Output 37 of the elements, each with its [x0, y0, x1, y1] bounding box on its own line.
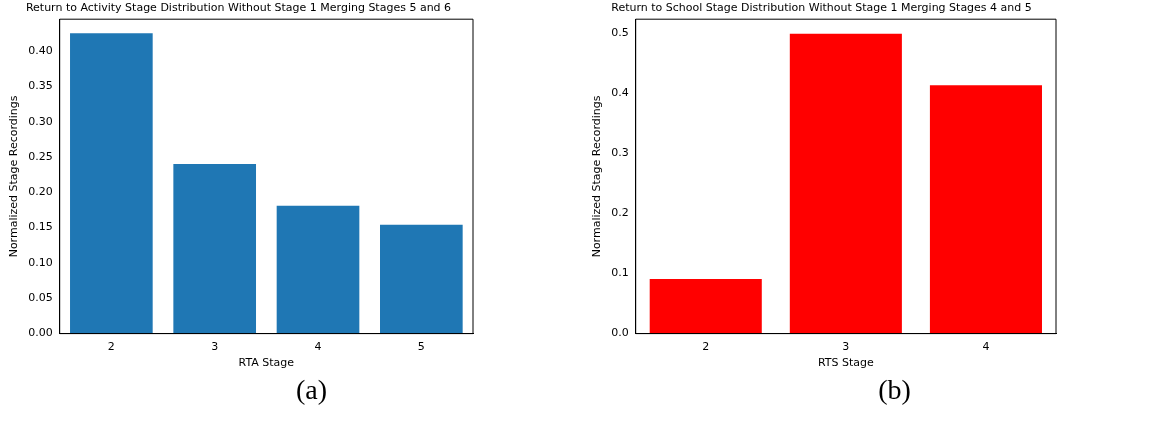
chart-title: Return to Activity Stage Distribution Without Stage 1 Merging Stages 5 and 6 [25, 1, 452, 15]
text: (a) [294, 374, 329, 406]
x-tick-label: 2 [107, 340, 115, 354]
chart-title: Return to School Stage Distribution Without Stage 1 Merging Stages 4 and 5 [611, 1, 1032, 15]
x-tick-label: 2 [702, 340, 710, 354]
x-tick-label: 4 [314, 340, 322, 354]
x-axis-title: RTA Stage [238, 356, 295, 370]
y-tick-label: 0.1 [611, 266, 629, 280]
y-tick-label: 0.3 [611, 146, 629, 160]
y-tick-label: 0.15 [28, 220, 53, 234]
bar [276, 205, 360, 334]
y-tick-label: 0.35 [28, 79, 53, 93]
y-tick-label: 0.30 [28, 114, 53, 128]
bar [789, 33, 902, 334]
x-tick-label: 3 [842, 340, 850, 354]
y-tick-label: 0.05 [28, 291, 53, 305]
y-tick-label: 0.00 [28, 326, 53, 340]
y-tick-label: 0.40 [28, 43, 53, 57]
x-axis-title: RTS Stage [817, 356, 874, 370]
bar [173, 164, 257, 334]
y-tick-label: 0.10 [28, 255, 53, 269]
bar [380, 224, 463, 334]
y-tick-label: 0.5 [611, 25, 629, 39]
bar [70, 33, 153, 334]
y-axis-title: Normalized Stage Recordings [7, 95, 21, 258]
x-tick-label: 5 [417, 340, 425, 354]
y-tick-label: 0.2 [611, 206, 629, 220]
y-tick-label: 0.0 [611, 326, 629, 340]
y-axis-title: Normalized Stage Recordings [590, 95, 604, 258]
y-tick-label: 0.20 [28, 185, 53, 199]
y-tick-label: 0.25 [28, 149, 53, 163]
x-tick-label: 3 [211, 340, 219, 354]
y-tick-label: 0.4 [611, 86, 629, 99]
x-tick-label: 4 [982, 340, 990, 354]
bar [649, 278, 762, 334]
bar [929, 85, 1042, 334]
text: (b) [877, 374, 912, 406]
